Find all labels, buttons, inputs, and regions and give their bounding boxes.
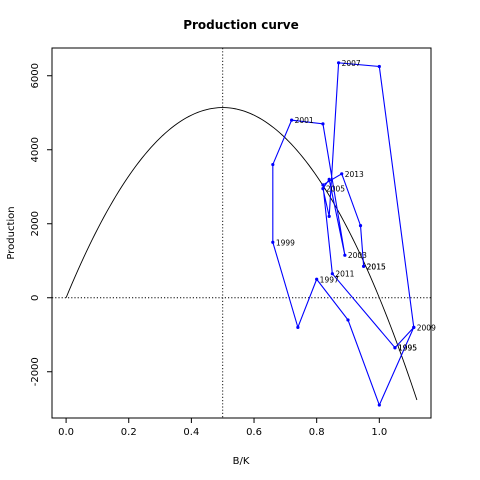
data-point [412, 325, 416, 329]
data-point [321, 187, 325, 191]
point-label: 1999 [276, 238, 295, 247]
data-point [340, 172, 344, 176]
x-axis-title: B/K [233, 456, 250, 467]
plot-frame [51, 47, 432, 419]
x-tick-label: 0.8 [309, 427, 325, 438]
y-tick-label: 4000 [30, 137, 41, 162]
data-point [321, 122, 325, 126]
data-point [327, 214, 331, 218]
series-line [272, 62, 415, 407]
x-tick-label: 1.0 [371, 427, 387, 438]
data-point [377, 64, 381, 69]
point-label: 2015 [367, 262, 386, 271]
y-tick-label: 2000 [30, 211, 41, 236]
point-labels: 1995199719992001200320052007200919952011… [276, 59, 436, 353]
point-label: 2007 [342, 59, 361, 68]
x-tick-label: 0.2 [121, 427, 137, 438]
data-point [377, 403, 381, 407]
x-tick-label: 0.6 [246, 427, 262, 438]
data-point [321, 183, 325, 187]
series-layer [271, 61, 416, 407]
data-point [362, 264, 366, 268]
data-point [315, 277, 319, 281]
data-point [327, 177, 331, 181]
point-label: 2005 [326, 185, 345, 194]
y-axis-title: Production [6, 206, 17, 259]
point-label: 1995 [398, 344, 417, 353]
data-point [296, 325, 300, 329]
point-label: 1995 [398, 344, 417, 353]
reference-lines [52, 48, 431, 418]
point-label: 2011 [335, 270, 354, 279]
data-point [330, 272, 334, 276]
point-label: 2001 [295, 116, 314, 125]
production-curve [65, 107, 418, 401]
data-point [290, 118, 294, 122]
point-label: 2003 [348, 251, 367, 260]
data-point [393, 346, 397, 350]
curve-layer [65, 107, 418, 401]
data-point [358, 224, 363, 228]
point-label: 1997 [320, 275, 339, 284]
y-axis: -2000 0 2000 4000 6000 [30, 63, 52, 386]
data-point [271, 162, 275, 167]
x-tick-label: 0.0 [58, 427, 74, 438]
y-tick-label: 0 [30, 295, 41, 301]
point-label: 2009 [417, 323, 436, 332]
x-axis: 0.0 0.2 0.4 0.6 0.8 1.0 [58, 418, 387, 438]
x-tick-label: 0.4 [183, 427, 199, 438]
data-point [343, 253, 347, 257]
data-point [336, 61, 341, 65]
data-point [346, 318, 350, 322]
point-label: 2015 [367, 262, 386, 271]
point-label: 2013 [345, 170, 364, 179]
y-tick-label: 6000 [30, 63, 41, 88]
data-point [271, 240, 275, 244]
y-tick-label: -2000 [30, 357, 41, 386]
chart-title: Production curve [183, 18, 299, 32]
